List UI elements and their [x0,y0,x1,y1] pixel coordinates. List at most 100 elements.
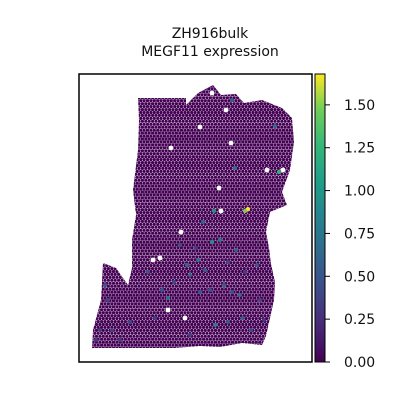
spot [230,93,235,97]
spot [100,237,104,241]
spot [128,187,133,191]
spot [253,172,257,176]
spot [195,296,199,300]
spot [130,131,134,135]
spot [242,131,246,135]
spot [275,281,279,285]
spot [234,199,238,203]
spot [162,181,167,185]
spot [156,293,160,297]
spot [108,110,112,115]
spot [164,302,168,306]
spot [246,155,250,159]
spot [128,140,133,144]
spot [293,302,294,306]
spot [188,214,192,218]
spot [264,258,269,262]
spot [120,214,124,218]
spot [186,116,190,120]
spot [242,249,246,253]
spot [125,317,129,321]
spot [263,161,267,165]
spot [210,128,214,132]
spot [241,264,245,268]
spot [128,146,133,150]
spot [134,314,138,318]
spot [200,252,204,256]
spot [287,102,291,106]
spot [96,96,100,100]
spot [239,249,243,253]
spot [127,261,131,265]
spot [213,205,218,209]
spot [256,225,260,229]
spot [168,243,172,247]
spot [108,258,112,262]
spot [181,131,185,135]
spot [283,143,287,147]
spot [253,225,257,229]
spot [202,96,206,100]
spot [203,181,207,185]
spot [246,113,250,117]
spot [234,281,238,285]
spot [181,302,185,306]
spot [283,267,287,271]
spot [264,246,269,250]
spot [127,290,131,294]
spot [224,305,228,309]
spot [205,255,209,259]
spot [132,169,136,173]
spot [117,161,121,165]
spot [139,275,143,279]
spot [224,93,228,97]
spot [210,264,214,268]
spot [164,314,168,318]
spot [222,190,226,194]
spot [101,116,105,120]
spot [198,178,202,182]
spot [115,187,119,191]
spot [166,175,170,179]
spot [142,175,146,179]
spot [264,275,269,279]
spot [157,237,161,241]
spot [261,158,265,162]
spot [88,229,91,232]
spot [88,205,91,208]
spot [227,234,231,238]
spot [273,131,277,135]
spot [118,99,122,103]
spot [100,90,104,94]
spot [162,163,167,168]
spot [137,308,141,312]
spot [106,119,110,123]
spot [88,223,91,226]
spot [96,308,100,312]
spot [281,293,286,297]
spot [156,211,160,215]
spot [92,311,95,315]
spot [188,85,192,88]
spot [117,184,121,188]
spot [144,296,148,300]
spot [258,305,262,309]
spot [256,290,260,294]
spot [110,119,114,123]
spot [271,228,275,232]
spot [185,320,189,324]
spot [157,137,161,141]
spot [208,161,212,165]
spot [171,196,175,200]
spot [120,278,124,282]
spot [113,278,117,282]
spot [92,108,94,112]
spot [232,302,236,306]
spot [190,193,194,197]
spot [154,184,158,188]
spot [234,105,238,109]
spot [219,255,223,259]
spot [273,155,277,159]
spot [93,149,97,153]
spot [251,146,255,150]
